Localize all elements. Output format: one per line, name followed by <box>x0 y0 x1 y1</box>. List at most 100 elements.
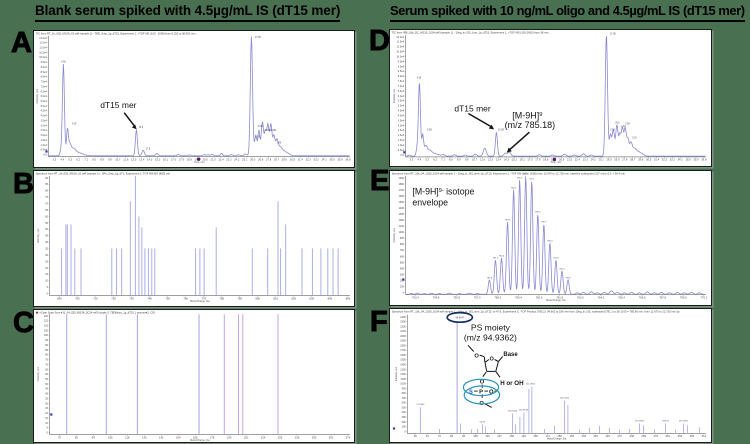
svg-text:29.6: 29.6 <box>638 157 644 161</box>
svg-text:17.8: 17.8 <box>146 148 151 150</box>
svg-text:40: 40 <box>45 241 48 244</box>
svg-text:Mass/Charge, Da: Mass/Charge, Da <box>190 438 210 440</box>
svg-text:130: 130 <box>142 435 147 439</box>
svg-text:33.2: 33.2 <box>314 157 320 161</box>
svg-text:26.9: 26.9 <box>614 157 620 161</box>
svg-text:100: 100 <box>44 334 49 337</box>
svg-text:4.4: 4.4 <box>417 157 421 161</box>
svg-text:6.2: 6.2 <box>76 157 80 161</box>
svg-text:9.8: 9.8 <box>108 157 112 161</box>
svg-text:789.7: 789.7 <box>541 221 547 223</box>
svg-text:12.0e4: 12.0e4 <box>396 35 404 38</box>
svg-text:788.4: 788.4 <box>535 211 541 213</box>
svg-text:1100: 1100 <box>400 377 406 380</box>
svg-text:21.5: 21.5 <box>210 157 216 161</box>
svg-text:O: O <box>480 379 485 385</box>
svg-text:781.3: 781.3 <box>493 257 499 259</box>
svg-text:1.0e4: 1.0e4 <box>398 143 405 146</box>
svg-text:14.3: 14.3 <box>147 157 153 161</box>
svg-text:1500: 1500 <box>398 200 404 203</box>
svg-text:90: 90 <box>45 343 48 346</box>
svg-text:237: 237 <box>618 434 623 438</box>
svg-text:400: 400 <box>400 267 405 270</box>
svg-text:766.6: 766.6 <box>639 295 646 299</box>
svg-text:Intensity, cps: Intensity, cps <box>37 366 40 381</box>
svg-text:0.0: 0.0 <box>43 153 47 156</box>
svg-text:7.1: 7.1 <box>441 157 445 161</box>
svg-text:7.5e4: 7.5e4 <box>41 80 48 83</box>
svg-text:746: 746 <box>147 296 152 300</box>
svg-text:4.0e4: 4.0e4 <box>398 114 405 117</box>
svg-text:836: 836 <box>310 296 315 300</box>
svg-text:600: 600 <box>400 255 405 258</box>
svg-text:50: 50 <box>45 228 48 231</box>
svg-text:120: 120 <box>44 314 49 317</box>
svg-text:85: 85 <box>45 348 48 351</box>
svg-text:1.5e4: 1.5e4 <box>41 138 48 141</box>
svg-text:0: 0 <box>47 292 49 295</box>
svg-text:782.6: 782.6 <box>559 268 565 270</box>
svg-text:85: 85 <box>45 183 48 186</box>
svg-text:3.5e4: 3.5e4 <box>398 119 405 122</box>
svg-text:759.4: 759.4 <box>515 295 522 299</box>
svg-text:20: 20 <box>45 411 48 414</box>
svg-text:45: 45 <box>45 387 48 390</box>
svg-text:274: 274 <box>346 435 351 439</box>
svg-text:784.2: 784.2 <box>511 187 517 189</box>
svg-text:36.8: 36.8 <box>701 157 707 161</box>
svg-text:28.7: 28.7 <box>630 157 636 161</box>
svg-text:Spectrum from RT_10k_04_1035_1: Spectrum from RT_10k_04_1035_1034.wiff s… <box>392 309 680 313</box>
svg-text:35.9: 35.9 <box>693 157 699 161</box>
svg-text:6.0e4: 6.0e4 <box>41 95 48 98</box>
svg-text:105: 105 <box>44 329 49 332</box>
svg-text:(m/z 785.18): (m/z 785.18) <box>505 119 555 129</box>
svg-text:756: 756 <box>165 296 170 300</box>
svg-text:+Cyan Scan Sum #11_04_025_MS3A: +Cyan Scan Sum #11_04_025_MS3A_3C14 ref5… <box>39 310 155 314</box>
svg-text:787.1: 787.1 <box>529 178 535 180</box>
svg-text:27.8: 27.8 <box>266 157 272 161</box>
svg-text:Time, min: Time, min <box>550 161 561 164</box>
svg-text:Intensity, cps: Intensity, cps <box>393 87 396 102</box>
svg-text:0.5e4: 0.5e4 <box>398 148 405 151</box>
svg-text:11.0e4: 11.0e4 <box>397 45 405 48</box>
svg-text:2.0e4: 2.0e4 <box>41 134 48 137</box>
svg-text:27.96: 27.96 <box>610 33 616 35</box>
svg-text:174.9569: 174.9569 <box>635 420 645 422</box>
svg-text:24.2: 24.2 <box>234 157 240 161</box>
svg-text:30: 30 <box>45 402 48 405</box>
svg-text:35: 35 <box>45 397 48 400</box>
svg-text:1200: 1200 <box>398 219 404 222</box>
svg-text:Intensity, cps: Intensity, cps <box>37 227 40 242</box>
svg-text:757.0: 757.0 <box>474 295 481 299</box>
svg-text:25: 25 <box>45 407 48 410</box>
svg-text:0: 0 <box>47 431 49 434</box>
svg-text:769.0: 769.0 <box>680 295 687 299</box>
svg-text:250: 250 <box>312 435 317 439</box>
svg-text:8.0e4: 8.0e4 <box>41 75 48 78</box>
svg-text:760.6: 760.6 <box>536 295 543 299</box>
svg-text:1500: 1500 <box>400 358 406 361</box>
svg-text:767.8: 767.8 <box>659 295 666 299</box>
svg-text:846: 846 <box>328 296 333 300</box>
svg-text:4.5e4: 4.5e4 <box>398 109 405 112</box>
svg-text:16.1: 16.1 <box>163 157 169 161</box>
svg-text:2300: 2300 <box>400 320 406 323</box>
svg-text:80: 80 <box>45 189 48 192</box>
svg-text:25: 25 <box>45 260 48 263</box>
svg-text:214: 214 <box>261 435 266 439</box>
svg-text:2.5e4: 2.5e4 <box>41 129 48 132</box>
svg-text:26.0: 26.0 <box>250 157 256 161</box>
svg-text:1.0e4: 1.0e4 <box>41 143 48 146</box>
svg-text:4.5e4: 4.5e4 <box>41 109 48 112</box>
svg-text:11.0e4: 11.0e4 <box>39 46 47 49</box>
svg-text:292.9382: 292.9382 <box>679 420 689 422</box>
svg-text:171: 171 <box>545 434 550 438</box>
svg-text:18.8: 18.8 <box>543 157 549 161</box>
svg-text:10.7: 10.7 <box>115 157 121 161</box>
svg-text:1900: 1900 <box>400 339 406 342</box>
svg-text:6.0e4: 6.0e4 <box>398 94 405 97</box>
svg-text:83: 83 <box>450 434 453 438</box>
svg-text:3.04: 3.04 <box>621 125 626 127</box>
svg-text:783.9: 783.9 <box>505 219 511 221</box>
svg-text:4.56: 4.56 <box>61 61 66 63</box>
